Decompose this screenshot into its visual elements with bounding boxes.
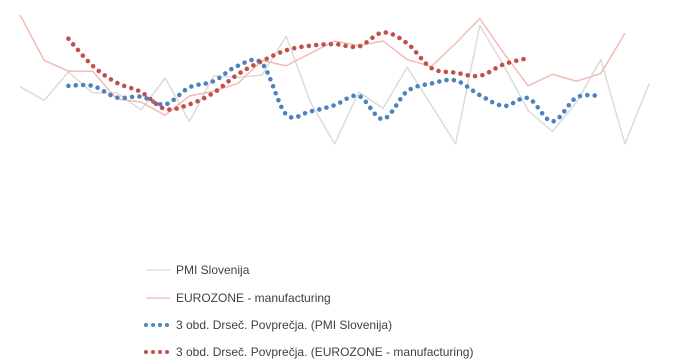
legend-item-ma-eurozone-manufacturing[interactable]: 3 obd. Drseč. Povprečja. (EUROZONE - man…	[144, 345, 473, 359]
legend-item-eurozone-manufacturing[interactable]: EUROZONE - manufacturing	[146, 291, 331, 305]
series-moving-average-3-obd-drse-povpre-ja-pmi-slovenija[interactable]	[66, 57, 604, 124]
legend-item-pmi-slovenija[interactable]: PMI Slovenija	[146, 263, 250, 277]
plot-area	[19, 14, 650, 145]
data-point-3-obd-drse-povpre-ja-eurozone-manufacturing-12	[333, 43, 336, 46]
legend-label-ma-eurozone-manufacturing: 3 obd. Drseč. Povprečja. (EUROZONE - man…	[176, 345, 473, 359]
series-line-pmi-slovenija[interactable]	[19, 24, 650, 145]
legend-label-eurozone-manufacturing: EUROZONE - manufacturing	[176, 291, 331, 305]
legend: PMI Slovenija EUROZONE - manufacturing 3…	[144, 263, 473, 359]
series-line-eurozone-manufacturing[interactable]	[19, 14, 626, 116]
data-point-3-obd-drse-povpre-ja-eurozone-manufacturing-20	[527, 57, 530, 60]
series-moving-average-3-obd-drse-povpre-ja-eurozone-manufacturing[interactable]	[66, 30, 531, 112]
legend-label-ma-pmi-slovenija: 3 obd. Drseč. Povprečja. (PMI Slovenija)	[176, 318, 392, 332]
data-point-3-obd-drse-povpre-ja-pmi-slovenija-23	[599, 94, 602, 97]
legend-label-pmi-slovenija: PMI Slovenija	[176, 263, 250, 277]
legend-item-ma-pmi-slovenija[interactable]: 3 obd. Drseč. Povprečja. (PMI Slovenija)	[144, 318, 392, 332]
